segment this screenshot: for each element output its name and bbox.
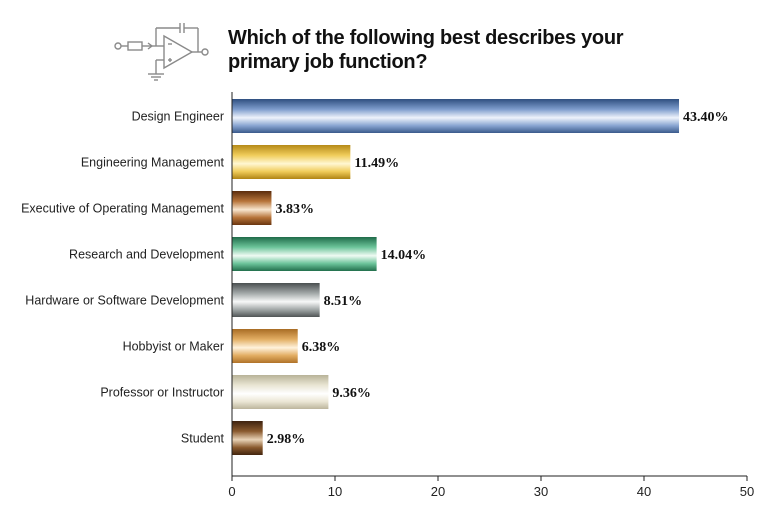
axes-layer: 0 10 20 30 40 50	[228, 92, 754, 499]
bar-5	[232, 329, 298, 363]
bar-2	[232, 191, 272, 225]
value-label: 14.04%	[381, 248, 427, 263]
value-label: 3.83%	[275, 202, 314, 217]
chart-title-line-2: primary job function?	[228, 51, 428, 73]
bars-layer: Design Engineer 43.40% Engineering Managem…	[21, 99, 729, 455]
bar-1	[232, 145, 351, 179]
x-tick-label: 10	[328, 484, 342, 499]
category-label: Engineering Management	[81, 156, 225, 170]
x-tick-label: 50	[740, 484, 754, 499]
category-label: Design Engineer	[132, 110, 224, 124]
op-amp-circuit-icon	[114, 23, 209, 81]
bar-4	[232, 283, 320, 317]
category-label: Student	[181, 432, 225, 446]
bar-3	[232, 237, 377, 271]
category-label: Research and Development	[69, 248, 224, 262]
value-label: 43.40%	[683, 110, 729, 125]
category-label: Executive of Operating Management	[21, 202, 224, 216]
value-label: 6.38%	[302, 340, 341, 355]
bar-7	[232, 421, 263, 455]
x-tick-label: 20	[431, 484, 445, 499]
value-label: 2.98%	[267, 432, 306, 447]
x-tick-label: 30	[534, 484, 548, 499]
value-label: 9.36%	[332, 386, 371, 401]
category-label: Professor or Instructor	[100, 386, 224, 400]
value-label: 11.49%	[354, 156, 399, 171]
category-label: Hardware or Software Development	[25, 294, 224, 308]
x-tick-label: 0	[228, 484, 235, 499]
chart-title: Which of the following best describes yo…	[228, 26, 688, 74]
x-tick-label: 40	[637, 484, 651, 499]
category-label: Hobbyist or Maker	[123, 340, 224, 354]
bar-6	[232, 375, 329, 409]
value-label: 8.51%	[324, 294, 363, 309]
bar-0	[232, 99, 680, 133]
chart-title-line-1: Which of the following best describes yo…	[228, 27, 624, 49]
